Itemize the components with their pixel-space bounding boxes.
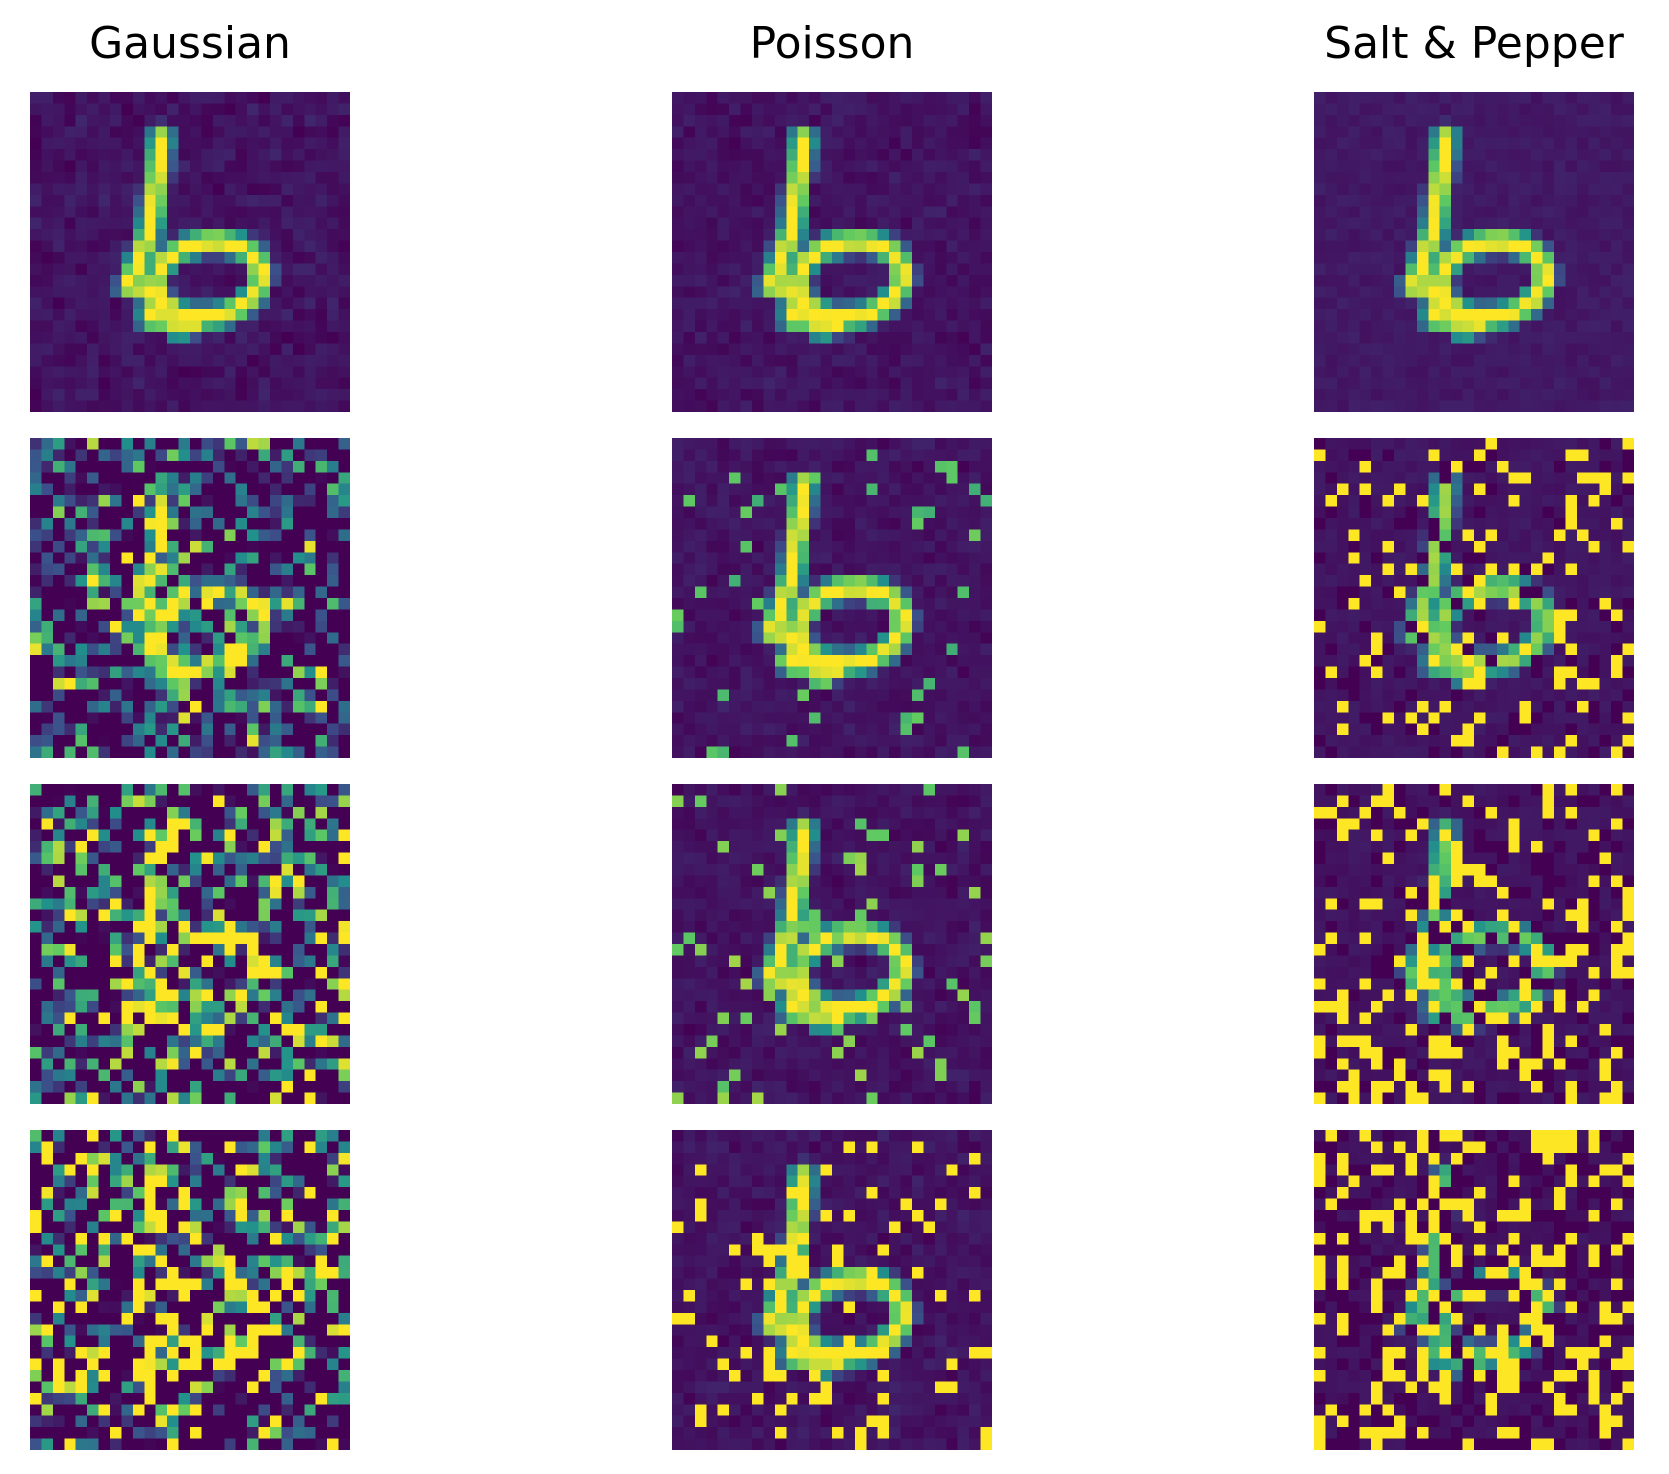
noisy-digit-image-poisson-row-3 xyxy=(672,784,992,1104)
noisy-digit-image-poisson-row-1 xyxy=(672,92,992,412)
noisy-digit-image-gaussian-row-3 xyxy=(30,784,350,1104)
column-title-gaussian: Gaussian xyxy=(89,18,291,69)
noisy-digit-image-salt-pepper-row-4 xyxy=(1314,1130,1634,1450)
noisy-digit-image-gaussian-row-4 xyxy=(30,1130,350,1450)
noisy-digit-image-salt-pepper-row-2 xyxy=(1314,438,1634,758)
noisy-digit-image-salt-pepper-row-1 xyxy=(1314,92,1634,412)
noisy-digit-image-gaussian-row-2 xyxy=(30,438,350,758)
column-title-salt-pepper: Salt & Pepper xyxy=(1324,18,1624,69)
noisy-digit-image-poisson-row-4 xyxy=(672,1130,992,1450)
noisy-digit-image-salt-pepper-row-3 xyxy=(1314,784,1634,1104)
noisy-digit-image-poisson-row-2 xyxy=(672,438,992,758)
noisy-digit-image-gaussian-row-1 xyxy=(30,92,350,412)
column-title-poisson: Poisson xyxy=(749,18,915,69)
